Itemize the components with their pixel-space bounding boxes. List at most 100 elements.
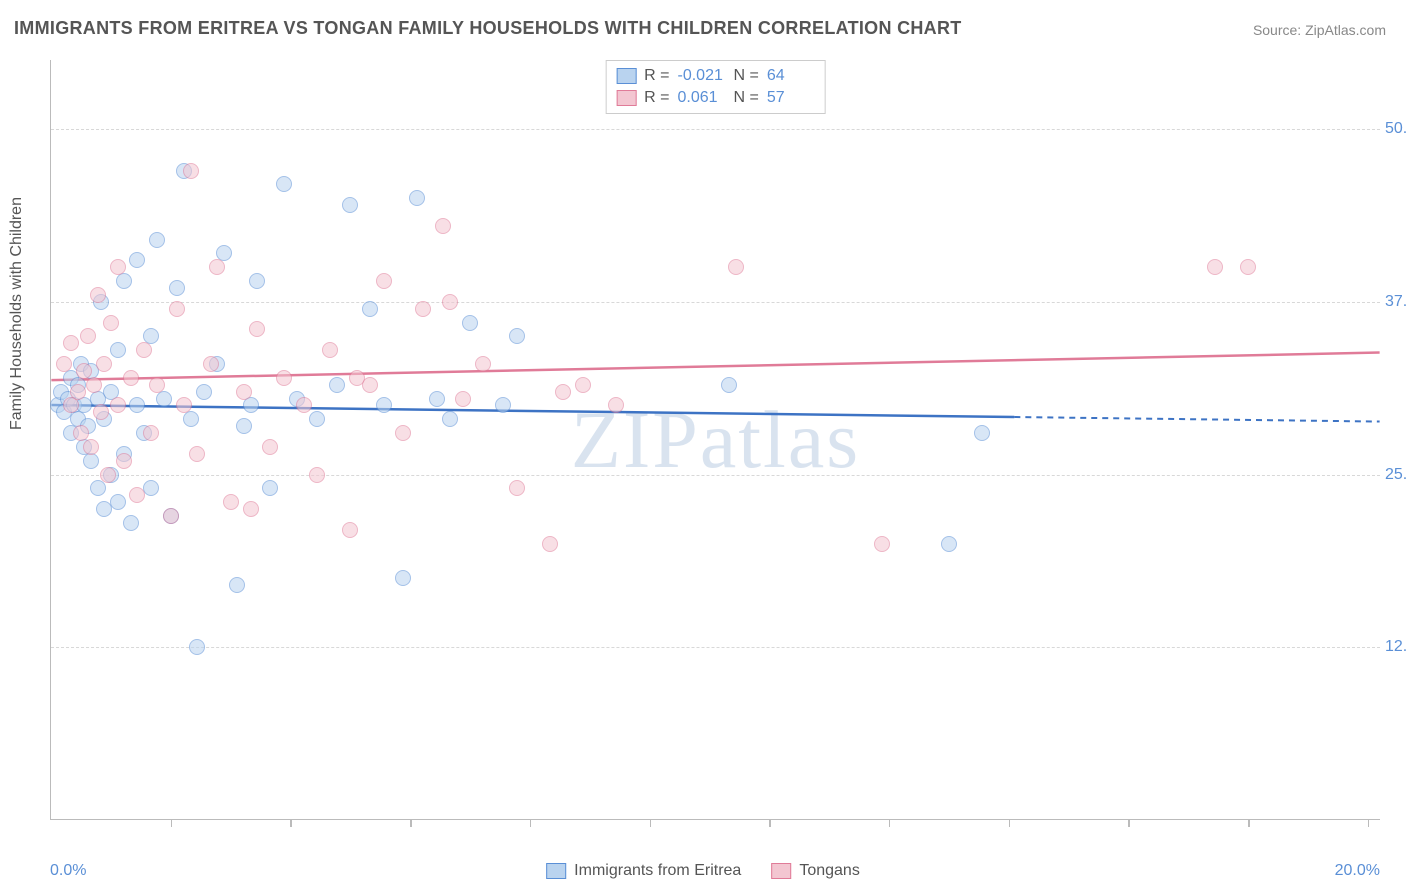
data-point [149,232,165,248]
data-point [100,467,116,483]
data-point [276,370,292,386]
x-axis-min-label: 0.0% [50,862,86,880]
data-point [103,315,119,331]
data-point [183,411,199,427]
data-point [123,515,139,531]
y-tick-label: 25.0% [1385,466,1406,484]
data-point [196,384,212,400]
data-point [183,163,199,179]
data-point [110,342,126,358]
data-point [495,397,511,413]
data-point [249,321,265,337]
trend-lines [51,60,1380,819]
data-point [236,418,252,434]
data-point [376,397,392,413]
data-point [974,425,990,441]
data-point [129,252,145,268]
data-point [116,453,132,469]
legend-item: Tongans [771,862,860,880]
data-point [455,391,471,407]
data-point [575,377,591,393]
data-point [349,370,365,386]
data-point [309,467,325,483]
y-tick-label: 50.0% [1385,120,1406,138]
data-point [90,480,106,496]
legend-item: Immigrants from Eritrea [546,862,741,880]
gridline [51,129,1380,130]
data-point [415,301,431,317]
data-point [123,370,139,386]
data-point [56,356,72,372]
chart-title: IMMIGRANTS FROM ERITREA VS TONGAN FAMILY… [14,18,962,39]
data-point [86,377,102,393]
data-point [83,439,99,455]
data-point [110,397,126,413]
data-point [429,391,445,407]
data-point [362,301,378,317]
data-point [156,391,172,407]
x-tick [1368,819,1370,827]
data-point [63,335,79,351]
data-point [223,494,239,510]
x-tick [1128,819,1130,827]
y-axis-title: Family Households with Children [8,197,26,430]
data-point [342,522,358,538]
data-point [262,439,278,455]
x-tick [530,819,532,827]
data-point [209,259,225,275]
data-point [189,639,205,655]
x-tick [769,819,771,827]
data-point [941,536,957,552]
data-point [129,487,145,503]
x-axis-max-label: 20.0% [1335,862,1380,880]
data-point [395,425,411,441]
data-point [110,494,126,510]
data-point [236,384,252,400]
data-point [442,411,458,427]
data-point [296,397,312,413]
data-point [509,328,525,344]
data-point [169,280,185,296]
data-point [442,294,458,310]
data-point [243,501,259,517]
data-point [136,342,152,358]
data-point [149,377,165,393]
data-point [163,508,179,524]
data-point [229,577,245,593]
x-tick [410,819,412,827]
data-point [542,536,558,552]
x-tick [171,819,173,827]
legend-label: Immigrants from Eritrea [574,862,741,880]
gridline [51,475,1380,476]
x-tick [1248,819,1250,827]
data-point [276,176,292,192]
data-point [329,377,345,393]
source-label: Source: ZipAtlas.com [1253,22,1386,38]
data-point [342,197,358,213]
data-point [110,259,126,275]
data-point [874,536,890,552]
legend-swatch [771,863,791,879]
plot-area: ZIPatlas R =-0.021N =64R =0.061N =57 12.… [50,60,1380,820]
x-tick [650,819,652,827]
data-point [721,377,737,393]
x-tick [290,819,292,827]
data-point [608,397,624,413]
data-point [728,259,744,275]
data-point [462,315,478,331]
data-point [409,190,425,206]
data-point [63,397,79,413]
data-point [475,356,491,372]
data-point [90,287,106,303]
data-point [93,404,109,420]
legend-swatch [546,863,566,879]
data-point [555,384,571,400]
y-tick-label: 37.5% [1385,293,1406,311]
data-point [249,273,265,289]
legend-bottom: Immigrants from Eritrea Tongans [546,862,860,880]
data-point [509,480,525,496]
data-point [1240,259,1256,275]
data-point [143,425,159,441]
x-tick [1009,819,1011,827]
data-point [262,480,278,496]
